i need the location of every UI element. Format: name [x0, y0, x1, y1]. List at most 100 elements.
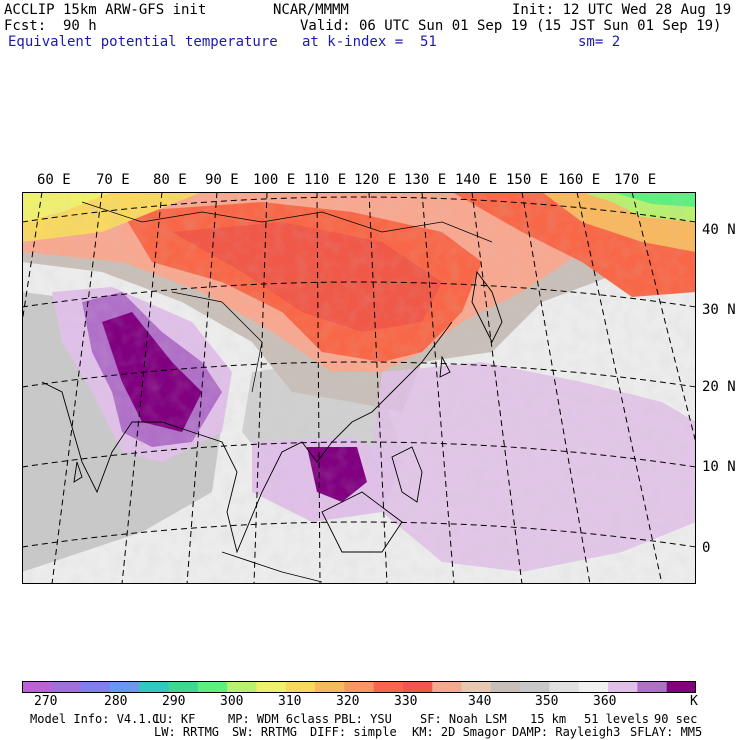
meridian-line: [316, 192, 321, 584]
lon-label: 60 E: [37, 172, 71, 188]
lat-label: 40 N: [702, 222, 736, 238]
colorbar-swatch: [51, 681, 82, 693]
valid-time: Valid: 06 UTC Sun 01 Sep 19 (15 JST Sun …: [300, 18, 722, 34]
lon-label: 100 E: [253, 172, 296, 188]
footer-resolution: 15 km: [530, 712, 567, 726]
forecast-label: Fcst:: [4, 18, 47, 34]
colorbar-tick-label: 350: [535, 694, 559, 709]
map-frame: [22, 192, 696, 584]
coastlines: [41, 201, 503, 583]
coastline-taiwan: [439, 355, 451, 378]
footer-damp: DAMP: Rayleigh3: [512, 725, 621, 739]
coastline-japan: [471, 270, 503, 344]
org-label: NCAR/MMMM: [273, 2, 349, 18]
colorbar-swatch: [109, 681, 140, 693]
lat-label: 10 N: [702, 459, 736, 475]
meridian-line: [253, 192, 268, 584]
footer-cu: CU: KF: [152, 712, 196, 726]
coastline-srilanka: [73, 461, 83, 483]
border-north: [81, 201, 493, 243]
colorbar-swatch: [344, 681, 375, 693]
lon-label: 160 E: [558, 172, 601, 188]
colorbar-swatch: [22, 681, 52, 693]
lat-label: 20 N: [702, 379, 736, 395]
colorbar-swatch: [373, 681, 404, 693]
level-label: at k-index = 51: [302, 34, 437, 50]
colorbar-swatch: [578, 681, 609, 693]
colorbar-swatch: [168, 681, 199, 693]
meridian-line: [421, 192, 455, 584]
meridian-line: [576, 192, 663, 584]
footer-pbl: PBL: YSU: [334, 712, 392, 726]
lon-label: 130 E: [404, 172, 447, 188]
smoothing-label: sm= 2: [578, 34, 621, 50]
graticule: [22, 192, 696, 584]
colorbar-swatch: [666, 681, 696, 693]
colorbar-swatch: [197, 681, 228, 693]
footer-lw: LW: RRTMG: [154, 725, 220, 739]
footer-model-info: Model Info: V4.1.1: [30, 712, 161, 726]
colorbar-tick-label: 300: [220, 694, 244, 709]
footer-levels: 51 levels: [584, 712, 650, 726]
colorbar-swatch: [227, 681, 257, 693]
lon-label: 70 E: [96, 172, 130, 188]
meridian-line: [51, 192, 103, 584]
meridian-line: [521, 192, 591, 584]
colorbar-swatch: [461, 681, 492, 693]
footer-mp: MP: WDM 6class: [228, 712, 330, 726]
colorbar-swatch: [432, 681, 463, 693]
colorbar-tick-label: 290: [162, 694, 186, 709]
field-name: Equivalent potential temperature: [8, 34, 278, 50]
colorbar-swatch: [637, 681, 668, 693]
coastline-asia: [41, 321, 453, 554]
colorbar-swatch: [80, 681, 111, 693]
lon-label: 90 E: [205, 172, 239, 188]
colorbar-swatch: [402, 681, 433, 693]
colorbar-swatch: [256, 681, 287, 693]
lon-label: 170 E: [614, 172, 657, 188]
lon-label: 110 E: [304, 172, 347, 188]
model-title: ACCLIP 15km ARW-GFS init: [4, 2, 207, 18]
forecast-hours: 90 h: [63, 18, 97, 34]
footer-diff: DIFF: simple: [310, 725, 397, 739]
colorbar-tick-label: 340: [468, 694, 492, 709]
footer-sflay: SFLAY: MM5: [630, 725, 703, 739]
colorbar-tick-label: 310: [278, 694, 302, 709]
border-himalaya: [171, 291, 263, 393]
lon-label: 120 E: [354, 172, 397, 188]
lon-label: 150 E: [506, 172, 549, 188]
lon-label: 80 E: [153, 172, 187, 188]
coastline-borneo: [321, 491, 403, 553]
colorbar-tick-label: 330: [394, 694, 418, 709]
colorbar-swatch: [549, 681, 580, 693]
footer-timestep: 90 sec: [654, 712, 698, 726]
lon-label: 140 E: [455, 172, 498, 188]
colorbar-swatch: [608, 681, 638, 693]
footer-sw: SW: RRTMG: [232, 725, 298, 739]
coastline-philippines: [391, 446, 423, 503]
colorbar: [22, 681, 696, 693]
coastline-sumatra: [221, 551, 323, 583]
footer-sf: SF: Noah LSM: [420, 712, 507, 726]
lat-label: 30 N: [702, 302, 736, 318]
meridian-line: [631, 192, 696, 445]
colorbar-swatch: [520, 681, 550, 693]
colorbar-swatch: [285, 681, 316, 693]
colorbar-unit: K: [690, 694, 698, 709]
field-texture: [22, 192, 696, 584]
colorbar-tick-label: 270: [34, 694, 58, 709]
init-time: Init: 12 UTC Wed 28 Aug 19: [512, 2, 732, 18]
colorbar-frame: [22, 681, 696, 693]
colorbar-tick-label: 280: [104, 694, 128, 709]
meridian-line: [121, 192, 163, 584]
footer-km: KM: 2D Smagor: [412, 725, 506, 739]
theta-e-map: [22, 192, 696, 584]
colorbar-swatch: [315, 681, 345, 693]
colorbar-swatch: [139, 681, 170, 693]
meridian-line: [186, 192, 218, 584]
meridian-line: [471, 192, 523, 584]
colorbar-swatch: [490, 681, 521, 693]
colorbar-tick-label: 360: [593, 694, 617, 709]
meridian-line: [368, 192, 388, 584]
lat-label: 0: [702, 540, 711, 556]
